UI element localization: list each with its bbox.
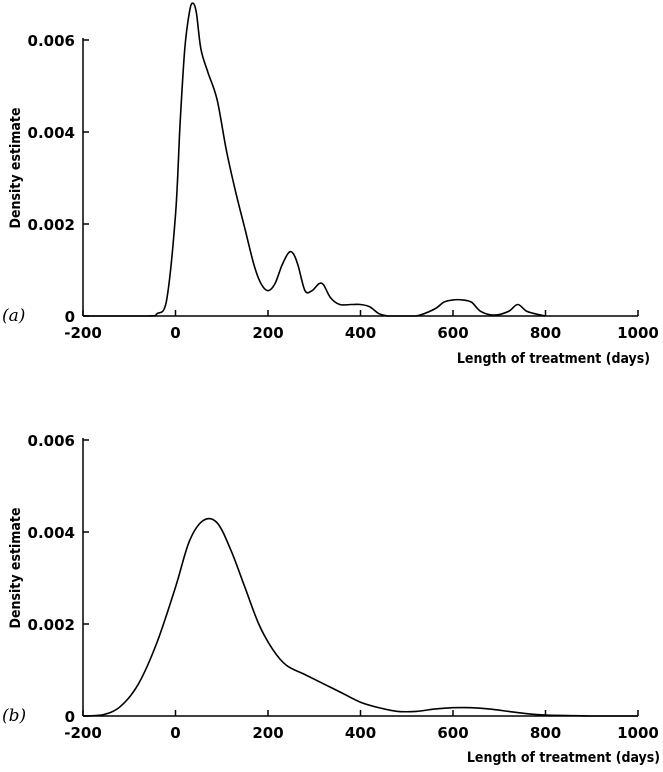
panel-a-label: (a) bbox=[2, 306, 25, 326]
panel-a-x-tick-label: 200 bbox=[252, 324, 283, 342]
panel-b-x-tick-label: 800 bbox=[530, 724, 561, 742]
panel-b-density-curve bbox=[82, 517, 638, 717]
panel-a-y-tick-label: 0 bbox=[65, 308, 75, 326]
panel-b-y-tick-label: 0.006 bbox=[28, 432, 75, 450]
panel-a-y-tick-label: 0.006 bbox=[28, 32, 75, 50]
panel-b-y-tick-label: 0.004 bbox=[28, 524, 75, 542]
panel-b-y-tick-label: 0 bbox=[65, 708, 75, 726]
panel-b-label: (b) bbox=[2, 706, 26, 726]
panel-b-x-tick-label: 200 bbox=[252, 724, 283, 742]
panel-a-x-tick-label: 0 bbox=[170, 324, 180, 342]
panel-a-x-axis-label: Length of treatment (days) bbox=[457, 351, 650, 367]
panel-b-y-tick-label: 0.002 bbox=[28, 616, 75, 634]
panel-a-x-tick-label: 600 bbox=[437, 324, 468, 342]
panel-a-x-tick-label: 800 bbox=[530, 324, 561, 342]
panel-b-x-tick-label: 1000 bbox=[617, 724, 659, 742]
panel-a-x-tick-label: -200 bbox=[64, 324, 102, 342]
chart-panel-b: -200 0 200 400 600 800 100000.0020.0040.006Len… bbox=[2, 432, 660, 766]
panel-a-y-tick-label: 0.004 bbox=[28, 124, 75, 142]
panel-a-x-tick-label: 1000 bbox=[617, 324, 659, 342]
panel-a-y-axis-label: Density estimate bbox=[8, 108, 24, 229]
chart-panel-a: -200 0 200 400 600 800 100000.0020.0040.006Len… bbox=[2, 2, 659, 367]
panel-b-x-tick-label: 600 bbox=[437, 724, 468, 742]
panel-a-x-tick-label: 400 bbox=[345, 324, 376, 342]
panel-b-x-axis-label: Length of treatment (days) bbox=[467, 750, 660, 766]
panel-a-y-tick-label: 0.002 bbox=[28, 216, 75, 234]
panel-b-x-tick-label: -200 bbox=[64, 724, 102, 742]
panel-b-y-axis-label: Density estimate bbox=[8, 508, 24, 629]
panel-b-x-tick-label: 400 bbox=[345, 724, 376, 742]
panel-a-density-curve bbox=[82, 2, 546, 317]
panel-b-x-tick-label: 0 bbox=[170, 724, 180, 742]
